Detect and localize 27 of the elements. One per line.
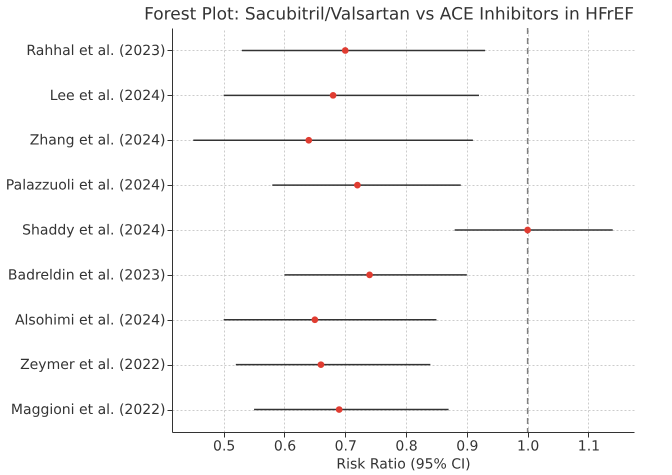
x-tick-label: 0.6	[274, 438, 296, 454]
x-tick-label: 1.1	[578, 438, 600, 454]
y-tick-label: Zhang et al. (2024)	[30, 132, 166, 149]
y-tick-label: Badreldin et al. (2023)	[8, 267, 166, 284]
y-tick-label: Alsohimi et al. (2024)	[14, 312, 166, 328]
x-tick-label: 0.9	[456, 438, 478, 454]
point	[312, 316, 318, 324]
y-tick-label: Shaddy et al. (2024)	[22, 222, 166, 238]
y-tick-label: Rahhal et al. (2023)	[26, 42, 166, 59]
point	[318, 361, 324, 368]
x-tick-label: 1.0	[516, 438, 540, 454]
x-tick-label: 0.8	[395, 438, 418, 454]
y-tick-label: Palazzuoli et al. (2024)	[6, 178, 166, 194]
x-tick-label: 0.5	[213, 438, 236, 454]
point	[336, 406, 343, 413]
y-tick-label: Maggioni et al. (2022)	[10, 402, 166, 418]
point	[354, 182, 361, 188]
point	[524, 226, 531, 234]
point	[305, 136, 312, 144]
y-tick-label: Zeymer et al. (2022)	[20, 357, 166, 374]
point	[330, 92, 336, 99]
x-axis-title: Risk Ratio (95% CI)	[336, 456, 471, 472]
x-tick-label: 0.7	[334, 438, 357, 454]
point	[366, 272, 373, 278]
y-tick-label: Lee et al. (2024)	[50, 88, 166, 104]
point	[342, 47, 349, 54]
chart-title: Forest Plot: Sacubitril/Valsartan vs ACE Inhibitors in HFrEF	[144, 4, 634, 24]
